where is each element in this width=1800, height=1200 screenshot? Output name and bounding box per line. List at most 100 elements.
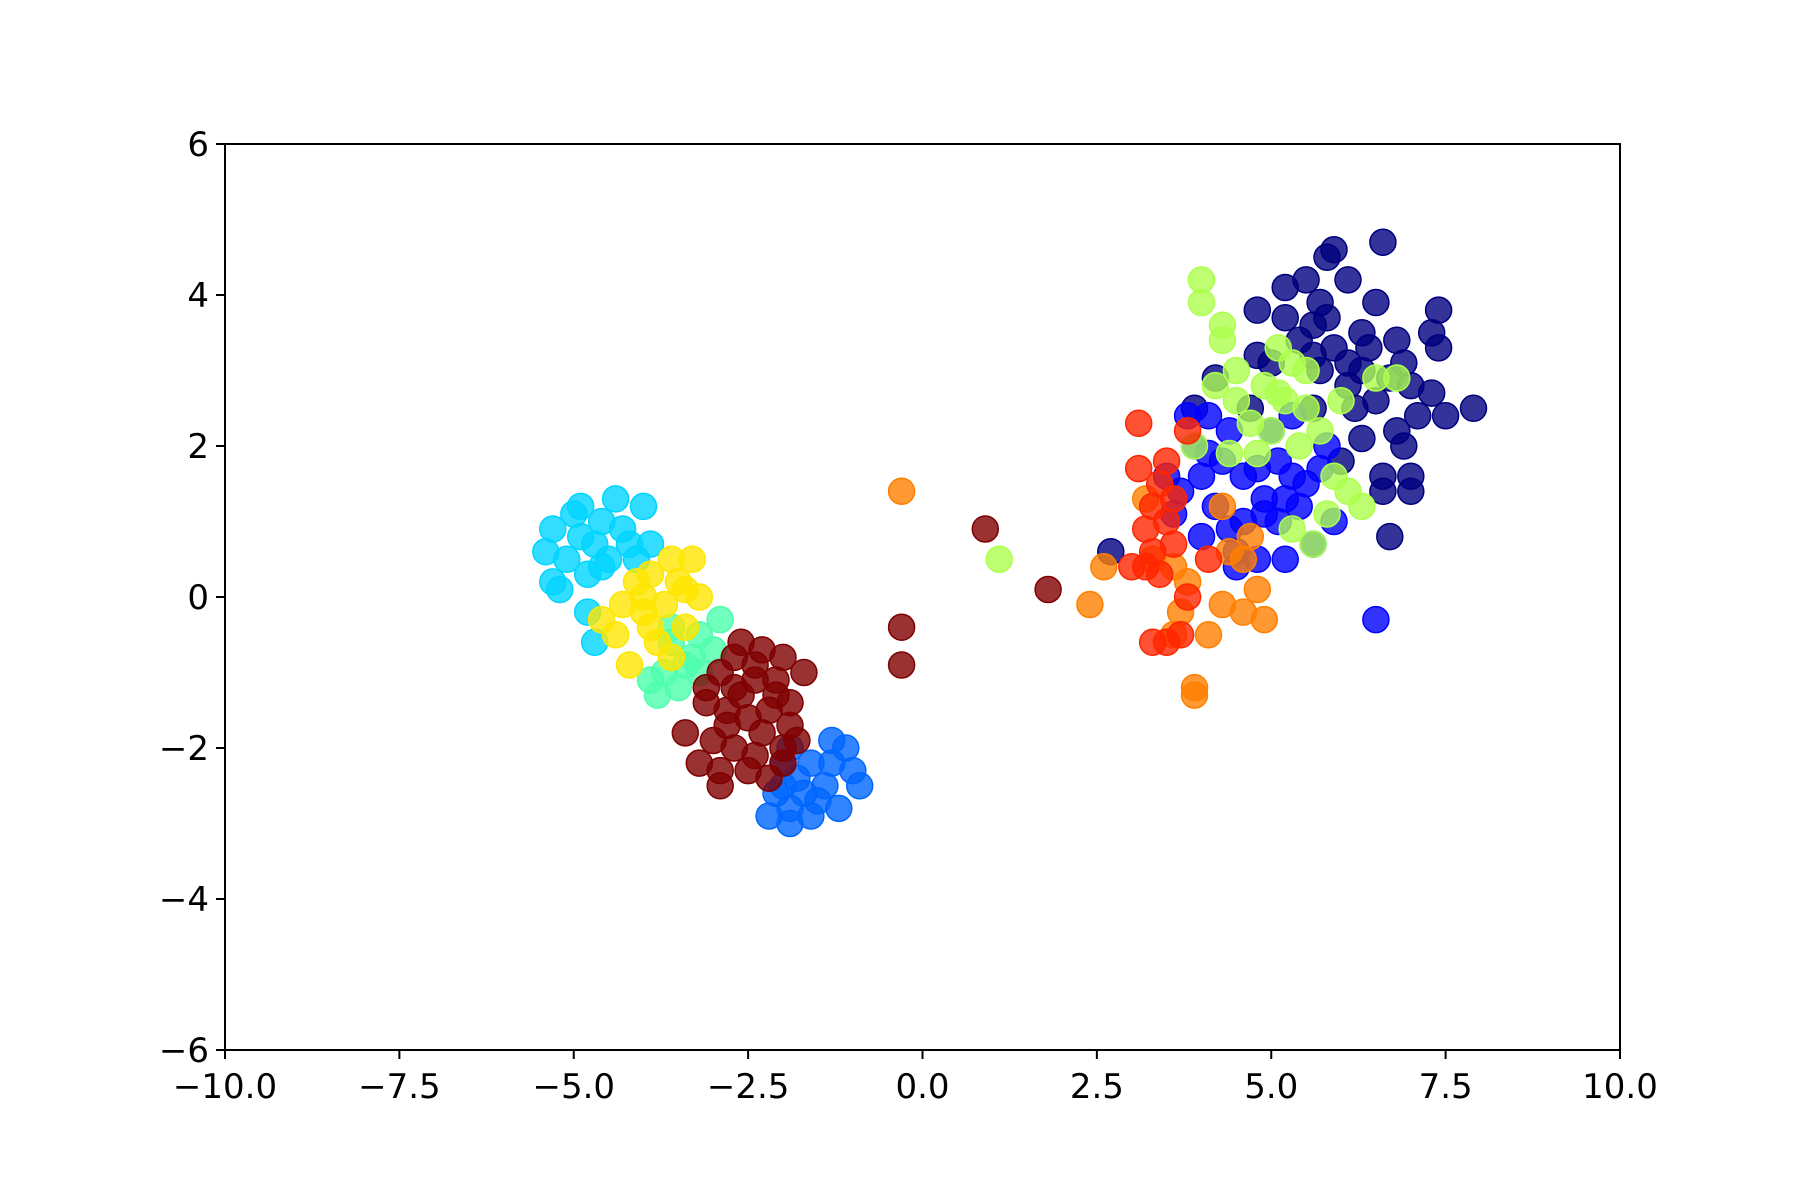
scatter-point xyxy=(553,545,581,574)
x-tick-label: 5.0 xyxy=(1244,1067,1298,1107)
scatter-point xyxy=(566,522,595,551)
scatter-point xyxy=(1299,530,1327,558)
y-tick-label: 6 xyxy=(187,125,209,165)
scatter-point xyxy=(629,492,658,521)
x-tick-label: 7.5 xyxy=(1419,1067,1473,1107)
y-tick-label: 0 xyxy=(187,578,209,618)
scatter-point xyxy=(601,621,630,649)
scatter-point xyxy=(1348,424,1376,453)
scatter-point xyxy=(887,651,916,679)
scatter-point xyxy=(636,613,665,641)
scatter-point xyxy=(825,794,853,823)
scatter-point xyxy=(1215,439,1244,468)
scatter-point xyxy=(1327,386,1355,415)
scatter-point xyxy=(1424,296,1453,324)
scatter-point xyxy=(797,802,825,830)
scatter-point xyxy=(1417,379,1446,407)
scatter-point xyxy=(1145,560,1174,589)
scatter-point xyxy=(1236,522,1265,551)
x-tick-label: 2.5 xyxy=(1070,1067,1124,1107)
y-tick-label: −6 xyxy=(159,1031,209,1071)
scatter-point xyxy=(1180,681,1209,709)
scatter-point xyxy=(1334,266,1362,294)
scatter-point xyxy=(1076,590,1104,619)
scatter-point xyxy=(539,515,567,543)
scatter-point xyxy=(1173,417,1202,445)
scatter-point xyxy=(1369,477,1397,506)
scatter-point xyxy=(671,575,700,604)
scatter-point xyxy=(706,605,734,634)
scatter-point xyxy=(1187,288,1216,317)
scatter-point xyxy=(1292,394,1320,423)
scatter-point xyxy=(845,772,874,800)
scatter-point xyxy=(657,643,686,672)
scatter-point xyxy=(1208,326,1237,355)
scatter-point xyxy=(1278,515,1306,543)
scatter-point xyxy=(1243,575,1272,604)
points-layer xyxy=(532,228,1488,838)
plot-frame xyxy=(224,143,1621,1051)
x-tick-label: 0.0 xyxy=(895,1067,949,1107)
scatter-point xyxy=(629,583,658,611)
scatter-point xyxy=(1229,545,1258,574)
scatter-point xyxy=(762,666,790,694)
x-tick-label: −5.0 xyxy=(532,1067,615,1107)
scatter-point xyxy=(1271,545,1299,574)
scatter-point xyxy=(566,492,595,521)
scatter-point xyxy=(1250,605,1279,634)
scatter-point xyxy=(1292,356,1320,385)
scatter-point xyxy=(1383,364,1411,392)
scatter-point xyxy=(748,719,776,747)
scatter-point xyxy=(636,666,665,694)
scatter-point xyxy=(1222,356,1251,385)
scatter-point xyxy=(1243,296,1272,324)
scatter-point xyxy=(671,613,700,641)
scatter-point xyxy=(1187,522,1216,551)
scatter-point xyxy=(713,711,741,740)
x-tick-label: −2.5 xyxy=(707,1067,790,1107)
y-tick-label: −2 xyxy=(159,729,209,769)
y-tick-label: 4 xyxy=(187,276,209,316)
scatter-point xyxy=(1313,303,1341,332)
scatter-point xyxy=(1201,371,1230,400)
scatter-point xyxy=(776,688,804,717)
scatter-point xyxy=(1194,621,1223,649)
scatter-point xyxy=(1424,334,1453,362)
scatter-point xyxy=(1131,515,1160,543)
scatter-point xyxy=(1390,432,1418,460)
scatter-point xyxy=(1431,402,1460,430)
scatter-point xyxy=(1194,545,1223,574)
scatter-point xyxy=(1362,605,1390,634)
scatter-point xyxy=(692,673,721,702)
y-axis: −6 −4 −2 0 2 4 6 xyxy=(159,125,225,1071)
scatter-point xyxy=(671,719,700,747)
scatter-point xyxy=(1376,522,1404,551)
scatter-point xyxy=(971,515,1000,543)
scatter-point xyxy=(1397,462,1425,490)
y-tick-label: −4 xyxy=(159,880,209,920)
scatter-point xyxy=(985,545,1013,574)
scatter-point xyxy=(1257,417,1286,445)
scatter-point xyxy=(1152,447,1181,475)
scatter-point xyxy=(706,772,734,800)
scatter-point xyxy=(1250,500,1279,528)
scatter-point xyxy=(1159,485,1188,513)
scatter-point xyxy=(1369,228,1397,256)
scatter-point xyxy=(1194,402,1223,430)
scatter-point xyxy=(887,613,916,641)
scatter-point xyxy=(1090,553,1118,581)
scatter-point xyxy=(601,485,630,513)
scatter-point xyxy=(1208,492,1237,521)
scatter-point xyxy=(1271,273,1299,302)
scatter-point xyxy=(1243,439,1272,468)
scatter-point xyxy=(769,734,797,762)
scatter-point xyxy=(678,545,707,574)
scatter-point xyxy=(1403,402,1432,430)
scatter-point xyxy=(1383,326,1411,355)
scatter-point xyxy=(1320,235,1348,264)
scatter-point xyxy=(790,658,818,687)
scatter-point xyxy=(1362,288,1390,317)
scatter-point xyxy=(1034,575,1062,604)
x-tick-label: −7.5 xyxy=(358,1067,441,1107)
scatter-point xyxy=(1271,485,1299,513)
